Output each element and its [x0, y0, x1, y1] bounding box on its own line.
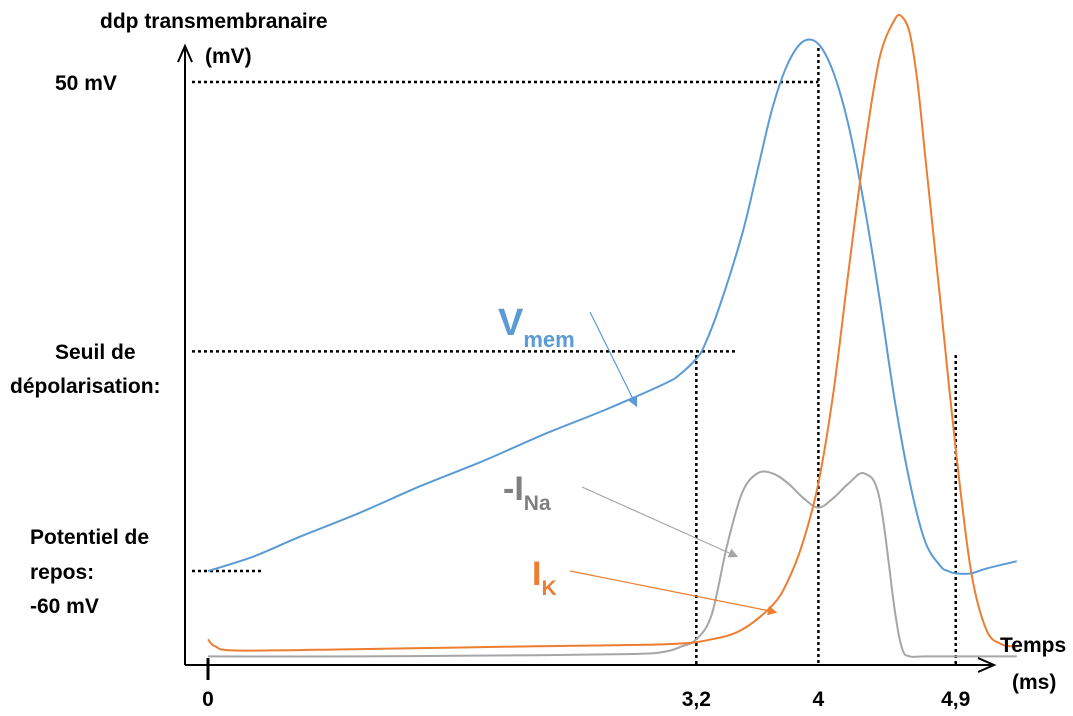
x-axis-arrow — [977, 657, 997, 673]
series-label-ina-sub: Na — [524, 492, 551, 515]
series-label-ina: -INa — [503, 470, 551, 515]
series-arrow-vmem — [589, 311, 638, 408]
series-line-vmem — [207, 38, 1018, 575]
series-label-ik-sub: K — [541, 577, 556, 600]
series-label-ina-main: -I — [503, 470, 524, 508]
y-label-peak: 50 mV — [55, 72, 117, 95]
y-label-threshold-line2: dépolarisation: — [10, 375, 161, 398]
x-tick-label-1: 3,2 — [682, 688, 711, 711]
series-label-ik-main: I — [532, 555, 541, 593]
x-tick-labels: 0 3,2 4 4,9 — [202, 688, 970, 711]
reference-lines — [192, 48, 957, 665]
x-axis-title-line1: Temps — [1000, 634, 1066, 657]
series-label-vmem: Vmem — [498, 302, 575, 352]
x-tick-label-3: 4,9 — [941, 688, 970, 711]
x-tick-label-2: 4 — [813, 688, 825, 711]
series-line-ina — [207, 470, 1017, 658]
series-label-vmem-main: V — [498, 302, 524, 344]
series-label-ik: IK — [532, 555, 557, 600]
series-arrow-ina — [581, 486, 739, 558]
y-axis-title-line1: ddp transmembranaire — [100, 10, 328, 33]
y-label-rest-line2: repos: — [30, 561, 94, 584]
x-axis-title-line2: (ms) — [1012, 671, 1056, 694]
y-label-rest-line3: -60 mV — [30, 595, 99, 618]
y-axis-arrow — [177, 43, 193, 63]
x-tick-label-0: 0 — [202, 688, 214, 711]
series-arrow-ik — [569, 570, 778, 616]
series-label-vmem-sub: mem — [523, 327, 574, 352]
y-axis-title-line2: (mV) — [205, 45, 252, 68]
y-label-rest-line1: Potentiel de — [30, 526, 149, 549]
y-label-threshold-line1: Seuil de — [55, 341, 136, 364]
series-line-ik — [207, 13, 1017, 652]
